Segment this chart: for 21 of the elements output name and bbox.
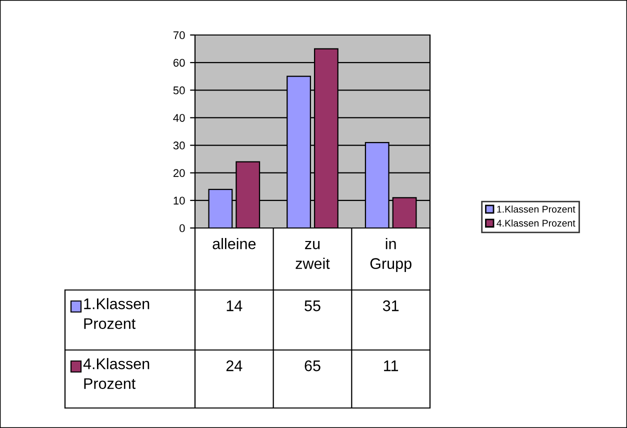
data-label: 55 — [304, 300, 320, 312]
text: 4.Klassen Prozent — [83, 358, 150, 389]
y-tick-label: 70 — [173, 31, 185, 40]
legend-label: 1.Klassen Prozent — [84, 298, 150, 329]
x-tick-label: in Grupp — [370, 238, 412, 272]
y-tick-label: 50 — [173, 86, 185, 94]
y-tick-label: 60 — [173, 58, 185, 67]
y-tick-label: 10 — [174, 196, 185, 205]
y-tick-label: 40 — [173, 114, 185, 122]
legend-label: 4.Klassen Prozent — [496, 219, 576, 227]
text: 1.Klassen Prozent — [497, 206, 576, 213]
data-label: 14 — [226, 300, 242, 312]
data-label: 65 — [304, 360, 320, 372]
data-label: 31 — [382, 300, 399, 312]
x-tick-label: zu zweit — [296, 241, 330, 269]
data-label: 11 — [384, 360, 398, 372]
x-tick-label: alleine — [212, 238, 256, 250]
y-tick-label: 0 — [180, 224, 185, 232]
y-tick-label: 20 — [173, 169, 185, 177]
y-tick-label: 30 — [173, 142, 185, 150]
data-label: 24 — [226, 360, 242, 372]
